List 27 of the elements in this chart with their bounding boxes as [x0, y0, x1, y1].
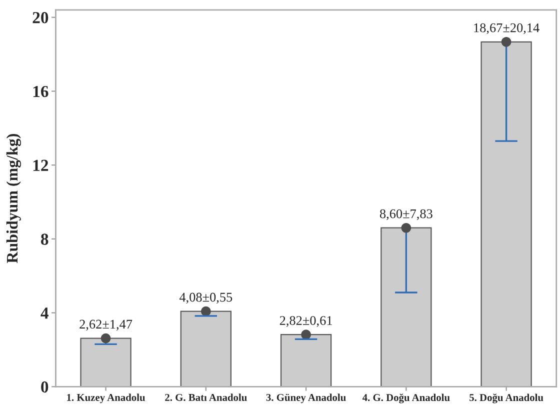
data-label: 2,82±0,61 — [280, 316, 332, 327]
data-label: 8,60±7,83 — [380, 209, 432, 220]
data-label: 2,62±1,47 — [80, 320, 132, 331]
y-tick-label: 20 — [32, 12, 48, 24]
y-tick-label: 8 — [40, 234, 48, 245]
x-tick-label: 4. G. Doğu Anadolu — [362, 394, 450, 404]
point — [100, 333, 111, 344]
point — [401, 222, 412, 233]
bar — [80, 338, 132, 387]
y-tick-label: 16 — [33, 86, 48, 98]
point — [201, 306, 211, 316]
bar — [380, 227, 432, 387]
point — [501, 36, 512, 47]
y-tick-label: 12 — [33, 160, 48, 171]
data-label: 4,08±0,55 — [179, 292, 232, 304]
y-tick-label: 0 — [41, 381, 48, 393]
x-tick-label: 2. G. Batı Anadolu — [165, 394, 247, 401]
bar — [480, 41, 532, 387]
y-tick-label: 4 — [40, 308, 48, 319]
point — [301, 330, 311, 340]
x-tick-label: 1. Kuzey Anadolu — [67, 394, 146, 404]
x-tick-label: 3. Güney Anadolu — [266, 394, 346, 404]
x-tick-label: 5. Doğu Anadolu — [470, 394, 544, 404]
y-axis-title: Rubidyum (mg/kg) — [6, 134, 21, 264]
bar — [280, 334, 332, 387]
data-label: 18,67±20,14 — [474, 23, 540, 34]
bar — [180, 310, 232, 387]
